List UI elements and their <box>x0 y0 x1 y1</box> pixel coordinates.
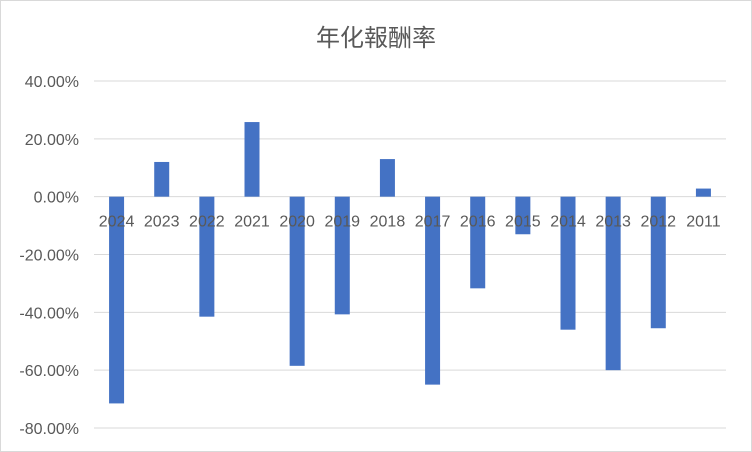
y-tick-label: 20.00% <box>25 132 79 149</box>
x-axis-categories: 2024 2023 2022 2021 2020 2019 2018 2017 2016 2015… <box>99 214 721 231</box>
x-category-label: 2013 <box>595 214 631 231</box>
bar-2023 <box>154 161 170 197</box>
bar-2016 <box>470 196 486 289</box>
bar-2020 <box>289 196 305 366</box>
bar-2015 <box>515 196 531 235</box>
x-category-label: 2012 <box>640 214 676 231</box>
x-category-label: 2018 <box>370 214 406 231</box>
y-tick-label: -60.00% <box>19 363 79 380</box>
x-category-label: 2019 <box>324 214 360 231</box>
bar-2018 <box>379 159 395 197</box>
x-category-label: 2022 <box>189 214 225 231</box>
x-category-label: 2017 <box>415 214 451 231</box>
x-category-label: 2023 <box>144 214 180 231</box>
y-tick-label: 40.00% <box>25 74 79 91</box>
x-category-label: 2011 <box>686 214 721 231</box>
bar-2022 <box>199 196 215 317</box>
bars <box>109 122 711 404</box>
y-axis-ticks: 40.00% 20.00% 0.00% -20.00% -40.00% -60.00% -8… <box>19 74 79 438</box>
bar-2013 <box>605 196 621 371</box>
x-category-label: 2020 <box>279 214 315 231</box>
y-tick-label: -80.00% <box>19 421 79 438</box>
gridlines <box>94 80 726 429</box>
x-category-label: 2015 <box>505 214 541 231</box>
x-category-label: 2021 <box>234 214 270 231</box>
bar-2014 <box>560 196 576 330</box>
bar-2019 <box>334 196 350 315</box>
bar-2024 <box>109 196 125 404</box>
bar-2017 <box>425 196 441 385</box>
chart-title: 年化報酬率 <box>316 24 436 52</box>
bar-2011 <box>695 188 711 197</box>
y-tick-label: -40.00% <box>19 305 79 322</box>
y-tick-label: 0.00% <box>34 190 79 207</box>
x-category-label: 2014 <box>550 214 586 231</box>
bar-2012 <box>650 196 666 329</box>
y-tick-label: -20.00% <box>19 248 79 265</box>
x-category-label: 2024 <box>99 214 135 231</box>
x-category-label: 2016 <box>460 214 496 231</box>
bar-2021 <box>244 122 260 197</box>
